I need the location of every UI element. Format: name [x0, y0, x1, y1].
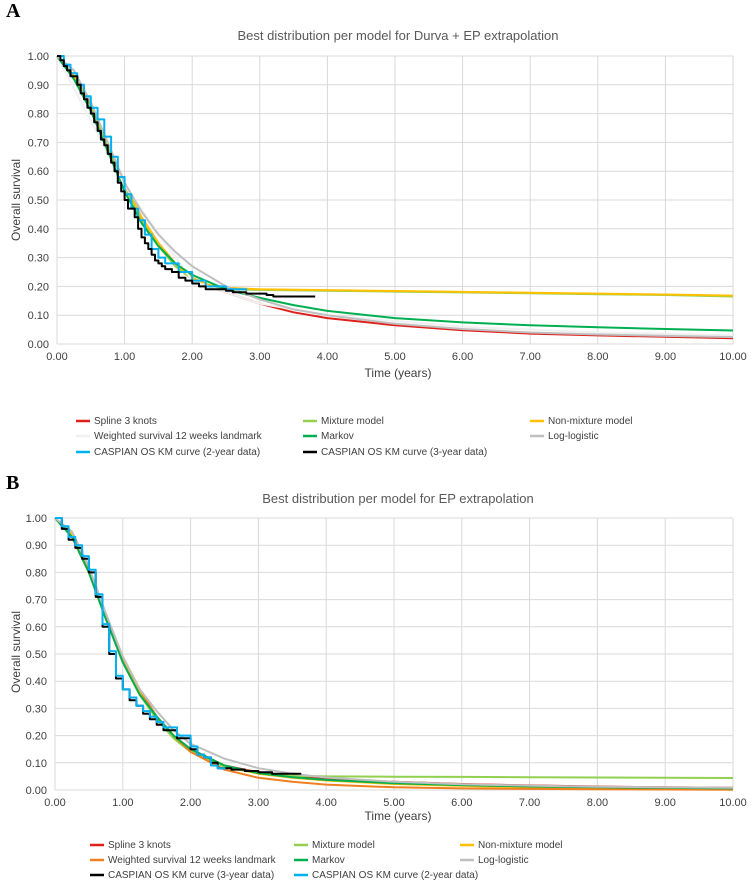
x-tick-label: 3.00: [248, 797, 269, 809]
legend-label: Weighted survival 12 weeks landmark: [94, 431, 263, 442]
legend-label: Mixture model: [312, 840, 375, 851]
y-tick-label: 0.40: [28, 224, 49, 236]
legend-label: CASPIAN OS KM curve (2-year data): [312, 870, 478, 881]
y-tick-label: 0.20: [26, 731, 47, 743]
legend-label: Non-mixture model: [478, 840, 562, 851]
x-tick-label: 1.00: [112, 797, 133, 809]
chart-panel-b: B Best distribution per model for EP ext…: [0, 472, 753, 888]
x-tick-label: 8.00: [587, 797, 608, 809]
y-tick-label: 0.30: [26, 703, 47, 715]
y-tick-label: 0.40: [26, 676, 47, 688]
y-tick-label: 0.00: [26, 785, 47, 797]
panel-label: A: [6, 0, 21, 22]
series-line-caspian-os-km-curve-2-year-data: [57, 55, 248, 291]
series-line-weighted-survival-12-weeks-landmark: [56, 55, 734, 337]
legend-label: Spline 3 knots: [94, 416, 157, 427]
chart-title: Best distribution per model for Durva + …: [238, 28, 559, 43]
legend-label: CASPIAN OS KM curve (2-year data): [94, 447, 260, 458]
legend-label: Log-logistic: [478, 855, 529, 866]
x-tick-label: 6.00: [451, 797, 472, 809]
y-axis-label: Overall survival: [9, 611, 23, 693]
legend-label: CASPIAN OS KM curve (3-year data): [108, 870, 274, 881]
legend-label: Markov: [312, 855, 345, 866]
x-tick-label: 2.00: [180, 797, 201, 809]
legend-label: Non-mixture model: [548, 416, 632, 427]
legend: Spline 3 knots Mixture model Non-mixture m…: [90, 840, 562, 881]
x-tick-label: 10.00: [719, 351, 747, 363]
x-tick-label: 4.00: [315, 797, 336, 809]
y-tick-labels: 0.00 0.10 0.20 0.30 0.40 0.50 0.60 0.70 0.80 0.90…: [28, 51, 49, 351]
x-tick-label: 9.00: [654, 797, 675, 809]
chart-a-svg: Best distribution per model for Durva + …: [9, 28, 747, 458]
x-tick-label: 7.00: [519, 351, 540, 363]
legend-label: Log-logistic: [548, 431, 599, 442]
x-tick-label: 0.00: [46, 351, 67, 363]
y-tick-label: 0.80: [28, 109, 49, 121]
x-tick-label: 8.00: [587, 351, 608, 363]
y-tick-label: 0.10: [26, 758, 47, 770]
x-tick-label: 7.00: [519, 797, 540, 809]
y-tick-label: 0.10: [28, 310, 49, 322]
x-tick-label: 6.00: [452, 351, 473, 363]
y-tick-label: 0.50: [26, 649, 47, 661]
x-tick-labels: 0.00 1.00 2.00 3.00 4.00 5.00 6.00 7.00 8.00 9.00…: [46, 351, 746, 363]
x-tick-label: 5.00: [384, 351, 405, 363]
x-axis-label: Time (years): [365, 366, 432, 380]
x-tick-label: 9.00: [655, 351, 676, 363]
y-tick-label: 0.60: [28, 166, 49, 178]
series-group: [56, 55, 734, 340]
legend-label: Mixture model: [321, 416, 384, 427]
x-tick-label: 0.00: [44, 797, 65, 809]
x-tick-label: 1.00: [114, 351, 135, 363]
gridlines: [56, 55, 734, 345]
legend-label: CASPIAN OS KM curve (3-year data): [321, 447, 487, 458]
x-tick-label: 4.00: [317, 351, 338, 363]
y-tick-label: 0.60: [26, 622, 47, 634]
series-line-log-logistic: [54, 517, 734, 789]
y-tick-label: 0.20: [28, 281, 49, 293]
gridlines: [54, 517, 734, 791]
legend: Spline 3 knots Mixture model Non-mixture m…: [76, 416, 632, 458]
y-tick-label: 0.90: [28, 80, 49, 92]
y-tick-label: 1.00: [26, 513, 47, 525]
y-tick-label: 0.90: [26, 540, 47, 552]
x-tick-label: 5.00: [383, 797, 404, 809]
x-axis-label: Time (years): [365, 809, 432, 823]
y-tick-label: 0.00: [28, 339, 49, 351]
legend-label: Spline 3 knots: [108, 840, 171, 851]
chart-b-svg: Best distribution per model for EP extra…: [9, 491, 747, 881]
panel-label: B: [6, 472, 20, 494]
x-tick-labels: 0.00 1.00 2.00 3.00 4.00 5.00 6.00 7.00 8.00 9.00…: [44, 797, 746, 809]
y-tick-label: 0.50: [28, 195, 49, 207]
x-tick-label: 2.00: [181, 351, 202, 363]
series-line-caspian-os-km-curve-2-year-data: [55, 517, 226, 770]
y-tick-label: 0.70: [28, 137, 49, 149]
y-tick-label: 0.70: [26, 595, 47, 607]
y-tick-label: 1.00: [28, 51, 49, 63]
x-tick-label: 3.00: [249, 351, 270, 363]
legend-label: Weighted survival 12 weeks landmark: [108, 855, 277, 866]
y-tick-labels: 0.00 0.10 0.20 0.30 0.40 0.50 0.60 0.70 0.80 0.90…: [26, 513, 47, 797]
x-tick-label: 10.00: [719, 797, 747, 809]
legend-label: Markov: [321, 431, 354, 442]
y-tick-label: 0.30: [28, 253, 49, 265]
y-axis-label: Overall survival: [9, 159, 23, 241]
series-line-caspian-os-km-curve-3-year-data: [57, 55, 316, 298]
series-group: [54, 517, 734, 791]
y-tick-label: 0.80: [26, 567, 47, 579]
chart-panel-a: A Best distribution per model for Durva …: [6, 0, 747, 458]
chart-title: Best distribution per model for EP extra…: [262, 491, 533, 506]
